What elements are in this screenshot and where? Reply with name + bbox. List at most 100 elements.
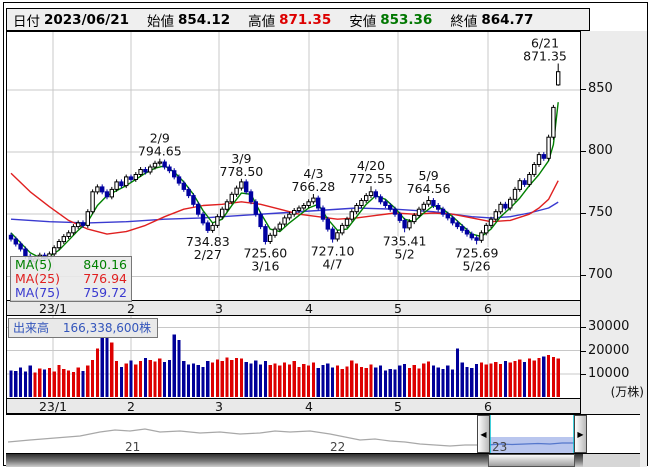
volume-axis-label: 20000 [588,342,630,358]
candle-body [52,247,57,255]
candle-body [546,136,551,159]
volume-bar [292,361,296,397]
volume-bar [143,358,147,397]
candle-body [152,162,158,168]
volume-bar [124,363,128,397]
ma75-value: 759.72 [83,285,127,300]
volume-bar [475,364,479,397]
candle-body [13,238,18,245]
navigator-left-arrow-button[interactable]: ◀ [477,415,490,453]
volume-bar [383,370,387,397]
peak-annotation-value: 794.65 [138,144,182,159]
volume-bar [460,362,464,397]
candle-body [551,106,556,138]
volume-bar [527,358,531,397]
candle-body [128,176,134,180]
volume-bar [331,367,335,397]
candle-body [431,200,436,206]
candle-body [263,226,268,243]
volume-bar [364,368,368,397]
candle-body [484,224,489,234]
ohlc-header: 日付 2023/06/21 始値 854.12 高値 871.35 安値 853… [6,8,590,31]
volume-bar [407,368,411,397]
candle-body [239,181,244,189]
x-axis-label: 5 [394,399,402,414]
volume-bar [201,366,205,397]
candle-body [229,193,235,203]
volume-bar [119,366,123,397]
volume-bar [115,361,119,397]
x-axis-row-top: 23/1 2 3 4 5 6 [6,300,581,316]
volume-bar [287,364,291,397]
volume-bar [249,363,253,397]
candle-body [167,166,172,172]
candle-body [488,218,494,226]
scrollbar-thumb[interactable] [488,454,575,467]
volume-bar [307,365,311,397]
x-axis-label: 2 [127,399,135,414]
candle-body [412,214,417,223]
axis-tick [581,327,586,329]
candle-body [196,203,201,215]
volume-bar [91,359,95,397]
candle-body [388,205,393,210]
volume-bar [398,365,402,397]
candle-body [541,154,546,159]
trough-annotation-date: 4/7 [323,257,343,272]
peak-annotation-value: 764.56 [407,181,451,196]
candle-body [556,71,561,86]
candle-body [469,233,475,239]
volume-bar [254,360,258,397]
volume-bar [393,369,397,397]
volume-bar [235,358,239,397]
volume-bar [81,371,85,397]
ma5-label: MA(5) [15,257,53,272]
candle-body [306,201,311,207]
navigator-right-arrow-button[interactable]: ▶ [574,415,587,453]
trough-annotation-value: 727.10 [311,244,355,259]
candle-body [517,180,523,190]
x-axis-label: 3 [215,301,223,316]
volume-bar [105,330,109,397]
x-axis-label: 23/1 [38,301,68,316]
volume-bar [446,365,450,397]
x-axis-label: 6 [484,399,492,414]
low-value: 853.36 [380,11,433,28]
volume-bar [431,365,435,397]
volume-bar [244,362,248,397]
candle-body [148,166,153,173]
volume-bar [273,363,277,397]
volume-bar [148,359,152,397]
volume-bar [479,362,483,397]
candle-body [354,205,359,213]
volume-bar [67,370,71,397]
candle-body [364,195,369,202]
range-navigator[interactable]: 21 22 23 [6,414,640,454]
candle-body [426,200,431,205]
ma5-legend-row: MA(5) 840.16 [15,258,127,272]
candle-body [8,234,14,240]
horizontal-scrollbar-track[interactable] [6,454,583,467]
navigator-selection[interactable] [490,437,574,453]
volume-bar [153,361,157,397]
candle-body [349,211,355,220]
candle-body [61,236,66,243]
open-value: 854.12 [178,11,231,28]
ma25-legend-row: MA(25) 776.94 [15,272,127,286]
navigator-sparkline[interactable] [6,415,638,453]
volume-bar [230,359,234,397]
candle-body [244,181,249,193]
navigator-year-label: 23 [492,440,508,454]
candle-body [407,221,412,229]
candle-body [359,200,364,206]
candle-body [402,219,407,229]
axis-tick [581,373,586,375]
volume-bar [163,362,167,397]
candle-body [378,196,383,203]
volume-bar [182,361,186,397]
candle-body [460,226,465,231]
ma-legend: MA(5) 840.16 MA(25) 776.94 MA(75) 759.72 [10,256,132,302]
candle-body [220,208,225,218]
